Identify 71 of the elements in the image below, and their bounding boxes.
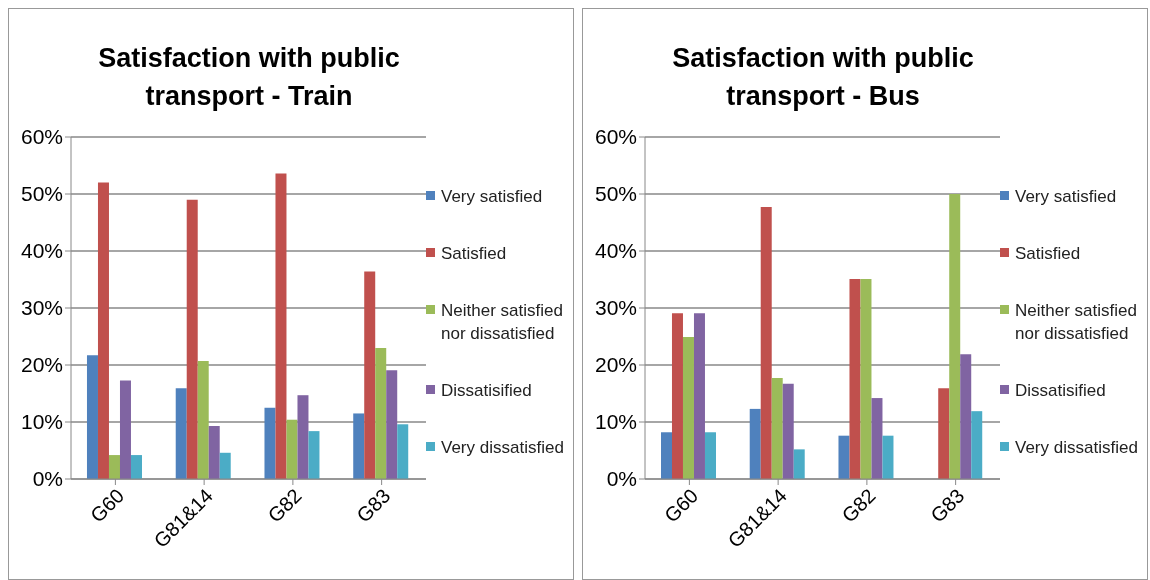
x-tick-label: G83 [926, 484, 969, 527]
y-tick-label: 10% [594, 410, 637, 434]
bar [386, 370, 398, 479]
y-tick-label: 50% [20, 182, 63, 206]
bar [86, 355, 98, 479]
bar [219, 452, 231, 479]
bar [130, 455, 142, 479]
bar [660, 432, 672, 479]
bar [308, 431, 320, 479]
legend-label: Satisfied [1015, 243, 1081, 265]
y-tick-label: 40% [594, 239, 637, 263]
y-tick-label: 20% [20, 353, 63, 377]
bar [793, 449, 805, 479]
bar [108, 455, 120, 479]
chart-title: Satisfaction with public transport - Train [97, 42, 401, 113]
y-tick-label: 60% [20, 125, 63, 149]
bar [175, 388, 187, 479]
y-tick-label: 10% [20, 410, 63, 434]
legend-label: Neither satisfied nor dissatisfied [1015, 300, 1138, 345]
y-tick-label: 0% [32, 467, 63, 491]
legend-label: Very satisfied [441, 186, 543, 208]
bar [860, 278, 872, 479]
bar [849, 278, 861, 479]
y-tick-label: 30% [20, 296, 63, 320]
bar [671, 313, 683, 479]
bar [186, 199, 198, 479]
bar [119, 380, 131, 479]
bar [397, 424, 409, 479]
bar [882, 435, 894, 479]
bar [375, 347, 387, 479]
y-tick-label: 40% [20, 239, 63, 263]
x-tick-label: G82 [837, 484, 880, 527]
y-tick-label: 50% [594, 182, 637, 206]
y-tick-label: 60% [594, 125, 637, 149]
bar [704, 432, 716, 479]
bar [97, 182, 109, 479]
x-tick-label: G60 [85, 484, 129, 527]
legend-label: Dissatisified [441, 380, 532, 402]
bar [938, 388, 950, 479]
bar [693, 313, 705, 479]
bar [364, 271, 376, 479]
bar [771, 378, 783, 479]
legend-label: Very dissatisfied [1015, 437, 1138, 459]
bar [971, 411, 983, 479]
bar [871, 398, 883, 479]
bar [782, 383, 794, 479]
bar [760, 207, 772, 479]
y-tick-label: 20% [594, 353, 637, 377]
bar [297, 395, 309, 479]
bar [286, 419, 298, 479]
bar [682, 337, 694, 479]
bar [275, 173, 287, 479]
legend-label: Very dissatisfied [441, 437, 564, 459]
bar [960, 354, 972, 479]
chart-title: Satisfaction with public transport - Bus [671, 42, 975, 113]
bar [949, 194, 961, 479]
legend-label: Satisfied [441, 243, 507, 265]
bar [838, 435, 850, 479]
y-tick-label: 30% [594, 296, 637, 320]
bar [353, 413, 365, 479]
legend-label: Neither satisfied nor dissatisfied [441, 300, 564, 345]
x-tick-label: G83 [352, 484, 395, 527]
x-tick-label: G60 [659, 484, 703, 527]
legend-label: Very satisfied [1015, 186, 1117, 208]
bar [208, 425, 220, 479]
bar [197, 361, 209, 479]
legend-label: Dissatisified [1015, 380, 1106, 402]
bar [749, 408, 761, 479]
bar [264, 407, 276, 479]
y-tick-label: 0% [606, 467, 637, 491]
x-tick-label: G82 [263, 484, 306, 527]
